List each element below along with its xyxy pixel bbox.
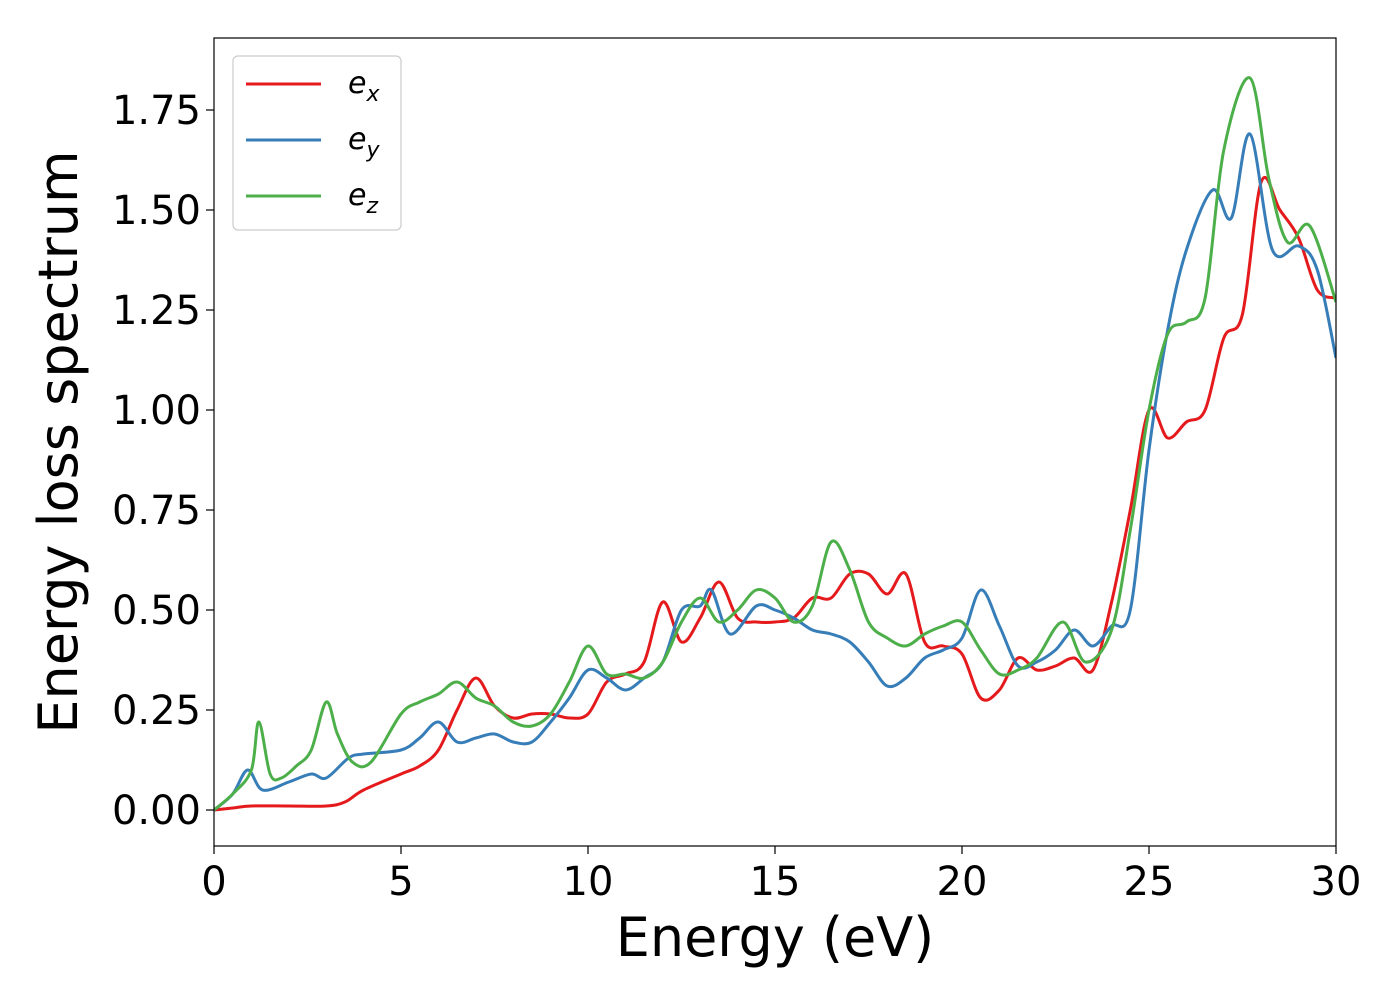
x-tick-label: 5 [388, 859, 413, 905]
x-axis-ticks: 0 5 10 15 20 25 30 [201, 846, 1361, 905]
legend-box [232, 55, 402, 231]
x-tick-label: 25 [1124, 859, 1175, 905]
x-tick-label: 0 [201, 859, 226, 905]
y-tick-label: 0.50 [112, 588, 201, 634]
series-line-x [214, 175, 1336, 812]
x-tick-label: 15 [750, 859, 801, 905]
x-axis-label: Energy (eV) [616, 906, 935, 969]
y-tick-label: 1.50 [112, 188, 201, 234]
series-lines [214, 76, 1336, 812]
y-tick-label: 1.00 [112, 388, 201, 434]
x-tick-label: 20 [937, 859, 988, 905]
legend-label-y: ey [348, 122, 380, 163]
y-axis-ticks: 0.00 0.25 0.50 0.75 1.00 1.25 1.50 1.75 [112, 88, 214, 834]
x-tick-label: 30 [1311, 859, 1362, 905]
y-tick-label: 1.25 [112, 288, 201, 334]
y-tick-label: 0.75 [112, 488, 201, 534]
y-axis-label: Energy loss spectrum [27, 150, 90, 733]
series-line-z [214, 76, 1336, 812]
y-tick-label: 1.75 [112, 88, 201, 134]
y-tick-label: 0.00 [112, 788, 201, 834]
x-tick-label: 10 [563, 859, 614, 905]
series-line-y [214, 132, 1336, 812]
y-tick-label: 0.25 [112, 688, 201, 734]
